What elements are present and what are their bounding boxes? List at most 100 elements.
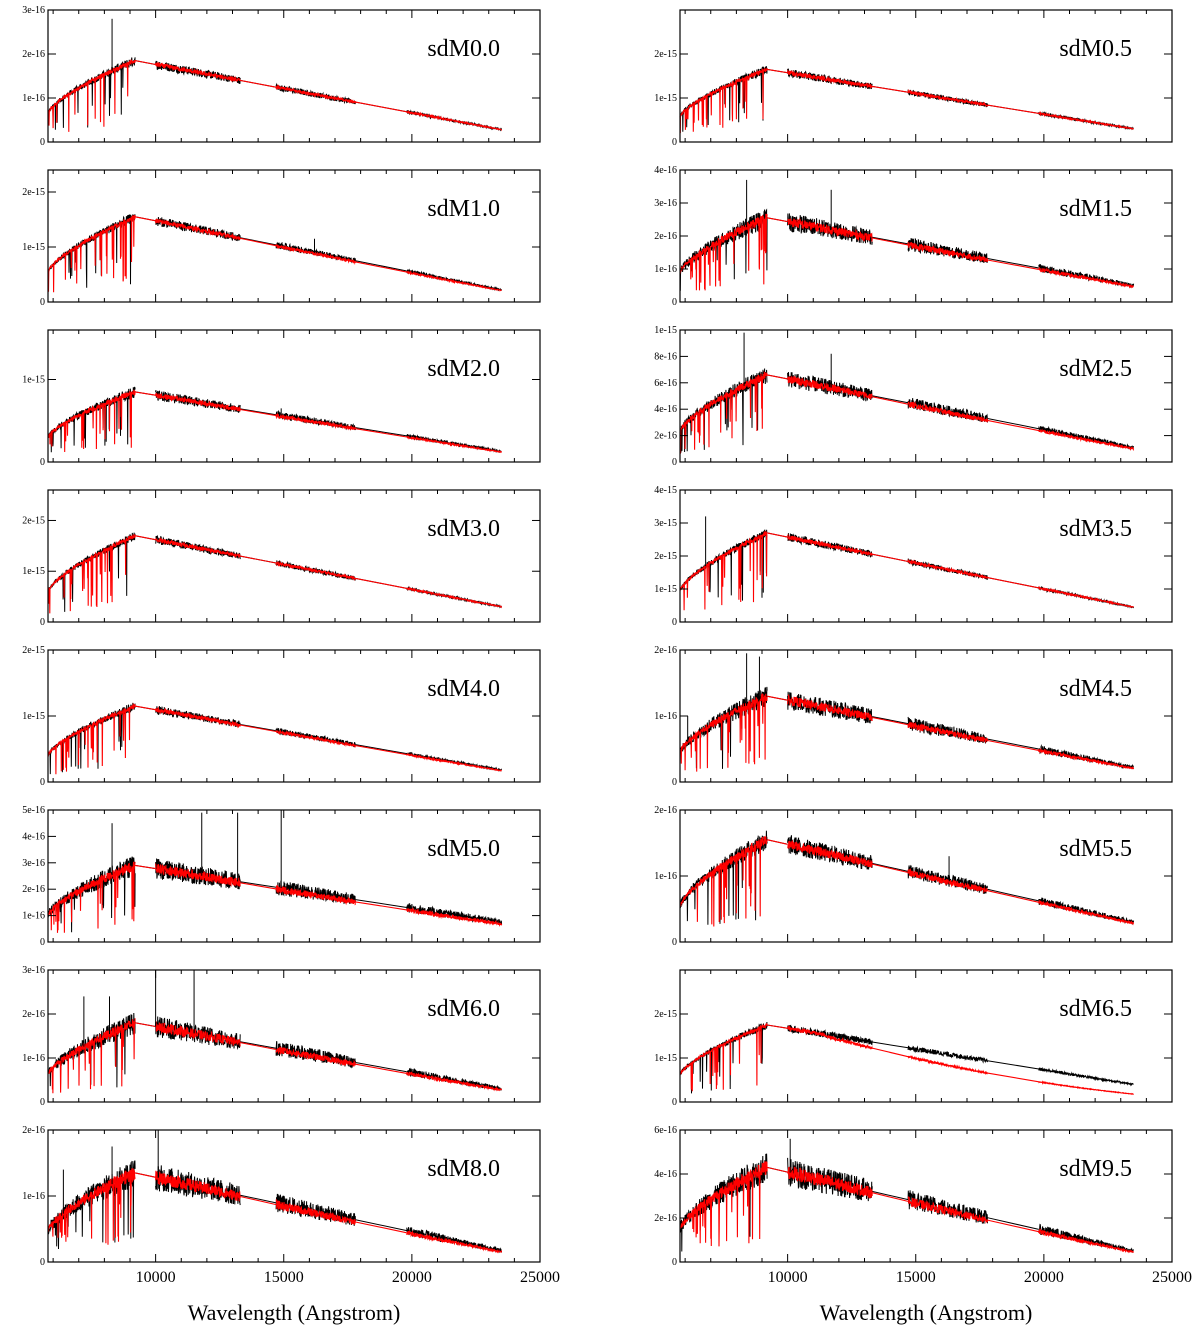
sdM3.5-ytick-label: 1e-15 bbox=[654, 584, 677, 595]
sdM5.0-ytick-label: 5e-16 bbox=[22, 805, 45, 816]
sdM8.0-xtick-label: 25000 bbox=[520, 1269, 560, 1286]
sdM1.5-ytick-label: 3e-16 bbox=[654, 198, 677, 209]
sdM6.0-ytick-label: 0 bbox=[40, 1097, 45, 1108]
sdM6.5-label: sdM6.5 bbox=[1059, 996, 1132, 1022]
sdM5.0-model-spectrum bbox=[47, 861, 503, 933]
sdM1.5-ytick-label: 1e-16 bbox=[654, 264, 677, 275]
sdM4.0-ytick-label: 1e-15 bbox=[22, 711, 45, 722]
sdM9.5-model-spectrum bbox=[679, 1160, 1135, 1254]
sdM3.5-ytick-label: 3e-15 bbox=[654, 518, 677, 529]
sdM5.5-ytick-label: 1e-16 bbox=[654, 871, 677, 882]
sdM4.0-model-spectrum bbox=[47, 702, 502, 775]
sdM6.0-label: sdM6.0 bbox=[427, 996, 500, 1022]
sdM9.5-ytick-label: 4e-16 bbox=[654, 1169, 677, 1180]
sdM3.5-model-spectrum bbox=[679, 530, 1134, 611]
sdM5.0-ytick-label: 0 bbox=[40, 937, 45, 948]
sdM9.5-label: sdM9.5 bbox=[1059, 1156, 1132, 1182]
sdM4.0-observed-spectrum bbox=[47, 702, 503, 775]
sdM1.5-label: sdM1.5 bbox=[1059, 196, 1132, 222]
sdM8.0-xtick-label: 10000 bbox=[136, 1269, 176, 1286]
sdM8.0-xtick-label: 20000 bbox=[392, 1269, 432, 1286]
sdM5.0-ytick-label: 2e-16 bbox=[22, 884, 45, 895]
sdM3.0-ytick-label: 0 bbox=[40, 617, 45, 628]
sdM1.5-ytick-label: 4e-16 bbox=[654, 165, 677, 176]
sdM4.5-ytick-label: 0 bbox=[672, 777, 677, 788]
sdM3.5-label: sdM3.5 bbox=[1059, 516, 1132, 542]
x-axis-label-left: Wavelength (Angstrom) bbox=[188, 1300, 401, 1325]
sdM9.5-ytick-label: 0 bbox=[672, 1257, 677, 1268]
panel-sdM2.0: 0 1e-15 sdM2.0 bbox=[22, 329, 541, 468]
sdM2.5-label: sdM2.5 bbox=[1059, 356, 1132, 382]
sdM5.0-label: sdM5.0 bbox=[427, 836, 500, 862]
panel-sdM2.5: 0 2e-16 4e-16 6e-16 8e-16 1e-15 sdM2.5 bbox=[654, 325, 1173, 468]
sdM6.0-frame bbox=[47, 969, 541, 1103]
panel-sdM3.0: 0 1e-15 2e-15 sdM3.0 bbox=[22, 489, 541, 628]
sdM2.5-ytick-label: 1e-15 bbox=[654, 325, 677, 336]
sdM9.5-ytick-label: 6e-16 bbox=[654, 1125, 677, 1136]
sdM8.0-ytick-label: 0 bbox=[40, 1257, 45, 1268]
sdM3.5-ytick-label: 0 bbox=[672, 617, 677, 628]
sdM8.0-ytick-label: 1e-16 bbox=[22, 1191, 45, 1202]
sdM9.5-xtick-label: 15000 bbox=[896, 1269, 936, 1286]
sdM2.0-frame bbox=[47, 329, 541, 463]
sdM1.5-ytick-label: 0 bbox=[672, 297, 677, 308]
sdM5.0-ytick-label: 1e-16 bbox=[22, 911, 45, 922]
sdM6.5-frame bbox=[679, 969, 1173, 1103]
sdM6.5-ytick-label: 1e-15 bbox=[654, 1053, 677, 1064]
sdM0.0-frame bbox=[47, 9, 541, 143]
sdM0.0-ytick-label: 1e-16 bbox=[22, 93, 45, 104]
sdM3.0-ytick-label: 2e-15 bbox=[22, 515, 45, 526]
sdM4.0-ytick-label: 0 bbox=[40, 777, 45, 788]
sdM0.0-ytick-label: 0 bbox=[40, 137, 45, 148]
sdM0.5-model-spectrum bbox=[679, 67, 1134, 134]
sdM2.5-ytick-label: 6e-16 bbox=[654, 378, 677, 389]
sdM5.5-label: sdM5.5 bbox=[1059, 836, 1132, 862]
sdM8.0-model-spectrum bbox=[47, 1168, 503, 1254]
sdM5.0-ytick-label: 3e-16 bbox=[22, 858, 45, 869]
sdM9.5-ytick-label: 2e-16 bbox=[654, 1213, 677, 1224]
sdM2.5-ytick-label: 8e-16 bbox=[654, 351, 677, 362]
sdM5.5-ytick-label: 0 bbox=[672, 937, 677, 948]
sdM2.5-model-spectrum bbox=[679, 371, 1135, 454]
panel-sdM0.0: 0 1e-16 2e-16 3e-16 sdM0.0 bbox=[22, 5, 541, 148]
sdM1.0-ytick-label: 1e-15 bbox=[22, 242, 45, 253]
panel-sdM5.5: 0 1e-16 2e-16 sdM5.5 bbox=[654, 805, 1173, 948]
sdM5.5-ytick-label: 2e-16 bbox=[654, 805, 677, 816]
panel-sdM6.0: 0 1e-16 2e-16 3e-16 sdM6.0 bbox=[22, 965, 541, 1108]
sdM1.0-model-spectrum bbox=[47, 214, 502, 293]
sdM2.5-frame bbox=[679, 329, 1173, 463]
sdM6.0-ytick-label: 1e-16 bbox=[22, 1053, 45, 1064]
sdM4.5-model-spectrum bbox=[679, 693, 1135, 772]
sdM6.0-ytick-label: 3e-16 bbox=[22, 965, 45, 976]
x-axis-label-right: Wavelength (Angstrom) bbox=[820, 1300, 1033, 1325]
sdM5.5-model-spectrum bbox=[679, 836, 1135, 927]
sdM3.0-ytick-label: 1e-15 bbox=[22, 566, 45, 577]
sdM2.0-label: sdM2.0 bbox=[427, 356, 500, 382]
sdM2.0-ytick-label: 0 bbox=[40, 457, 45, 468]
sdM9.5-xtick-label: 20000 bbox=[1024, 1269, 1064, 1286]
sdM1.0-ytick-label: 0 bbox=[40, 297, 45, 308]
sdM4.0-label: sdM4.0 bbox=[427, 676, 500, 702]
sdM6.5-ytick-label: 0 bbox=[672, 1097, 677, 1108]
sdM6.5-ytick-label: 2e-15 bbox=[654, 1009, 677, 1020]
sdM4.0-ytick-label: 2e-15 bbox=[22, 645, 45, 656]
panel-sdM1.5: 0 1e-16 2e-16 3e-16 4e-16 sdM1.5 bbox=[654, 165, 1173, 308]
sdM2.0-model-spectrum bbox=[47, 389, 503, 454]
sdM6.0-model-spectrum bbox=[47, 1018, 503, 1094]
panel-sdM3.5: 0 1e-15 2e-15 3e-15 4e-15 sdM3.5 bbox=[654, 485, 1173, 628]
sdM0.5-ytick-label: 1e-15 bbox=[654, 93, 677, 104]
sdM2.0-ytick-label: 1e-15 bbox=[22, 375, 45, 386]
sdM3.0-label: sdM3.0 bbox=[427, 516, 500, 542]
sdM9.5-xtick-label: 25000 bbox=[1152, 1269, 1192, 1286]
sdM8.0-ytick-label: 2e-16 bbox=[22, 1125, 45, 1136]
sdM6.5-model-spectrum bbox=[679, 1023, 1134, 1095]
sdM3.5-ytick-label: 2e-15 bbox=[654, 551, 677, 562]
sdM4.5-label: sdM4.5 bbox=[1059, 676, 1132, 702]
sdM0.5-frame bbox=[679, 9, 1173, 143]
sdM1.5-frame bbox=[679, 169, 1173, 303]
sdM1.0-label: sdM1.0 bbox=[427, 196, 500, 222]
panel-sdM8.0: 0 1e-16 2e-16 sdM8.0 10000 15000 20000 25000 bbox=[22, 1125, 560, 1286]
sdM9.5-frame bbox=[679, 1129, 1173, 1263]
sdM1.5-ytick-label: 2e-16 bbox=[654, 231, 677, 242]
